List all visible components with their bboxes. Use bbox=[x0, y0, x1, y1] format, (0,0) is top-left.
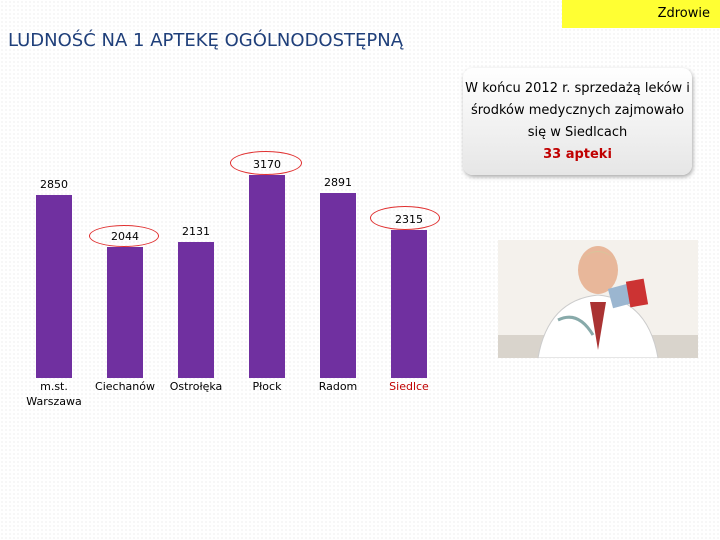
category-label: Radom bbox=[318, 380, 358, 393]
bar bbox=[178, 241, 214, 378]
bar bbox=[36, 195, 72, 378]
value-label: 2850 bbox=[40, 178, 68, 192]
callout-text: W końcu 2012 r. sprzedażą leków i środkó… bbox=[465, 81, 690, 140]
callout-highlight: 33 apteki bbox=[543, 147, 612, 162]
photo bbox=[498, 240, 698, 358]
chart: 2850 m.st. Warszawa 2044 Ciechanów 2131 Ostro… bbox=[0, 0, 460, 420]
value-label: 2131 bbox=[182, 224, 210, 238]
section-label: Zdrowie bbox=[562, 0, 720, 28]
bar bbox=[391, 229, 427, 378]
callout: W końcu 2012 r. sprzedażą leków i środkó… bbox=[463, 68, 692, 175]
bar bbox=[320, 192, 356, 378]
title: LUDNOŚĆ NA 1 APTEKĘ OGÓLNODOSTĘPNĄ bbox=[8, 30, 404, 51]
bar bbox=[107, 247, 143, 378]
category-label: Płock bbox=[252, 380, 282, 393]
category-label: m.st. Warszawa bbox=[26, 380, 82, 408]
category-label: Siedlce bbox=[389, 380, 429, 393]
highlight-ring bbox=[89, 225, 159, 247]
highlight-ring bbox=[230, 151, 302, 175]
category-label: Ciechanów bbox=[95, 380, 155, 393]
bar bbox=[249, 175, 285, 378]
value-label: 2891 bbox=[324, 175, 352, 189]
highlight-ring bbox=[370, 206, 440, 230]
category-label: Ostrołęka bbox=[169, 380, 223, 393]
